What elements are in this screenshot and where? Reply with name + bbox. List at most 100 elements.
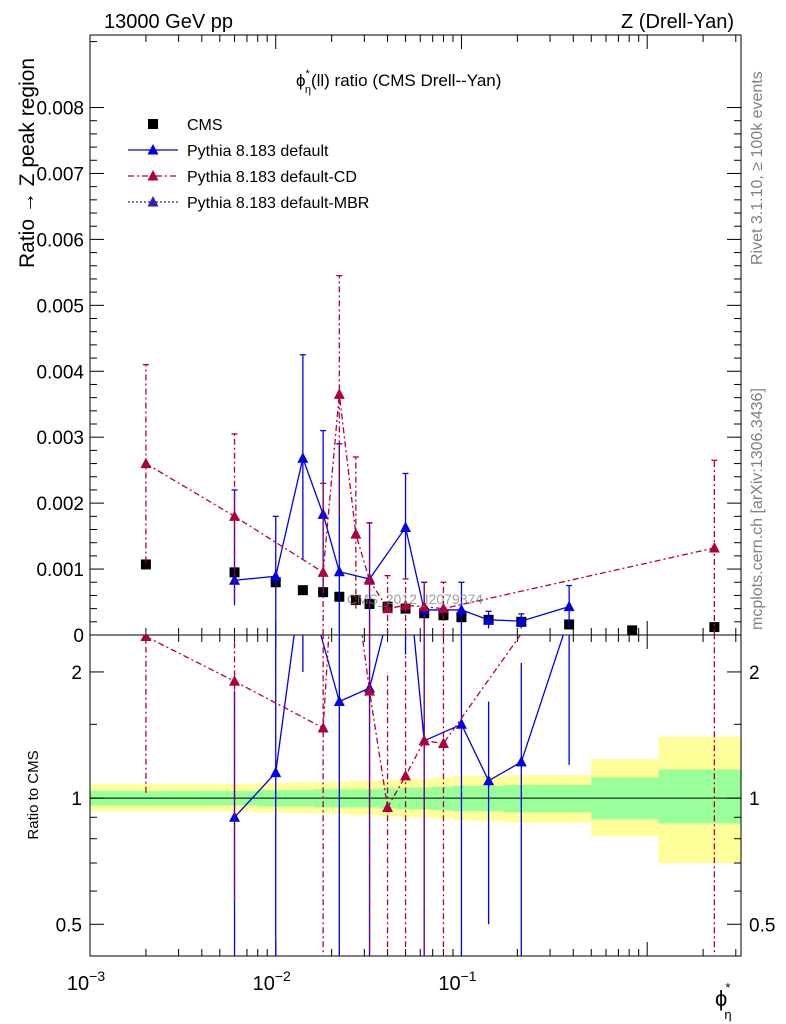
legend-item-cms: CMS: [148, 117, 223, 134]
xtick-label: 10−3: [67, 968, 105, 995]
default-ratio-point: [270, 766, 282, 778]
x-axis-label: ϕ* η: [715, 980, 732, 1022]
cd-point: [418, 600, 430, 612]
ratio-ytick-label: 2: [71, 663, 82, 684]
main-ytick-label: 0.001: [36, 560, 84, 581]
cd-ratio-point: [140, 635, 152, 641]
cd-ratio-point: [418, 734, 430, 746]
legend: CMS Pythia 8.183 default Pythia 8.183 defa…: [128, 117, 369, 212]
default-point: [333, 565, 345, 577]
cd-ratio-point: [317, 721, 329, 733]
default-line: [234, 456, 570, 622]
cms-point: [350, 595, 361, 606]
cd-ratio-point: [229, 675, 241, 686]
main-ytick-label: 0: [73, 626, 84, 647]
title-phi: ϕ: [296, 71, 306, 90]
default-point: [515, 615, 527, 626]
cms-point: [709, 622, 720, 633]
default-point: [297, 452, 309, 463]
cd-ratio-point: [364, 685, 376, 696]
main-ytick-label: 0.003: [36, 428, 84, 449]
default-point: [270, 570, 282, 581]
ratio-ytick-label-right: 0.5: [749, 915, 775, 936]
cd-ratio-point: [382, 801, 394, 812]
ratio-ylabel: Ratio to CMS: [25, 750, 42, 839]
legend-label: Pythia 8.183 default-CD: [187, 169, 357, 186]
cd-point: [364, 574, 376, 585]
cd-ratio-point: [400, 769, 412, 781]
legend-marker: [148, 119, 158, 129]
cd-ratio-point: [437, 737, 449, 748]
main-ytick-label: 0.006: [36, 230, 84, 251]
cd-point: [317, 566, 329, 577]
main-ytick-label: 0.008: [36, 99, 84, 120]
default-ratio-point: [333, 695, 345, 707]
legend-item-mbr: Pythia 8.183 default-MBR: [128, 195, 369, 212]
cd-point: [400, 599, 412, 610]
title-sup: *: [306, 68, 311, 80]
analysis-watermark: CMS_2012_I2079374: [347, 591, 483, 607]
main-ylabel: Ratio → Z peak region: [16, 58, 39, 268]
cms-point: [297, 585, 308, 596]
cd-point: [350, 528, 362, 539]
xtick-label: 10−1: [438, 968, 476, 995]
ratio-ytick-label-right: 1: [749, 789, 760, 810]
legend-marker: [147, 170, 159, 181]
band-inner: [535, 784, 592, 813]
legend-marker: [147, 196, 159, 207]
main-ytick-label: 0.005: [36, 296, 84, 317]
title-suffix: (ll) ratio (CMS Drell--Yan): [311, 71, 501, 90]
header-right: Z (Drell-Yan): [621, 11, 734, 33]
band-inner: [658, 769, 741, 824]
main-panel: 0 0.001 0.002 0.003 0.004 0.005 0.006 0.007 0.00…: [36, 34, 742, 647]
xlabel-phi: ϕ: [715, 986, 727, 1011]
default-point: [455, 603, 467, 615]
cd-point: [708, 541, 720, 553]
ratio-ytick-label: 0.5: [56, 915, 82, 936]
cd-point: [140, 457, 152, 469]
default-ratio-point: [483, 774, 495, 786]
default-ratio-point: [297, 564, 308, 575]
rivet-label: Rivet 3.1.10, ≥ 100k events: [749, 71, 766, 265]
xlabel-sup: *: [725, 980, 730, 995]
cd-point: [333, 388, 345, 399]
ratio-frame: [89, 634, 742, 957]
xtick-label: 10−2: [253, 968, 291, 995]
header-left: 13000 GeV pp: [104, 11, 233, 33]
main-ytick-label: 0.007: [36, 164, 84, 185]
ratio-series-cd: [140, 356, 720, 956]
ratio-panel: 0.5 0.5 1 1 2 2 10−3 10−2 10−1: [56, 634, 775, 995]
cd-ratio-point: [709, 356, 720, 367]
main-ytick-label: 0.004: [36, 362, 84, 383]
cms-point: [140, 559, 151, 570]
main-ytick-label: 0.002: [36, 494, 84, 515]
default-ratio-point: [515, 755, 527, 767]
legend-item-default: Pythia 8.183 default: [128, 143, 329, 160]
main-data-layer: [140, 275, 720, 635]
mcplots-label: mcplots.cern.ch [arXiv:1306.3436]: [749, 388, 766, 630]
default-ratio-point: [455, 718, 467, 729]
legend-marker: [147, 144, 159, 155]
cd-point: [382, 602, 394, 614]
legend-label: Pythia 8.183 default: [187, 143, 329, 160]
cd-point: [229, 510, 241, 521]
legend-label: CMS: [187, 117, 223, 134]
ratio-ytick-label: 1: [71, 789, 82, 810]
band-inner: [504, 784, 536, 813]
legend-label: Pythia 8.183 default-MBR: [187, 195, 369, 212]
title-sub: η: [305, 84, 311, 96]
ratio-ytick-label-right: 2: [749, 663, 760, 684]
default-ratio-line: [234, 635, 564, 818]
cms-point: [627, 625, 638, 635]
main-title: ϕ* η(ll) ratio (CMS Drell--Yan): [296, 68, 501, 96]
xlabel-sub: η: [724, 1007, 731, 1022]
default-point: [483, 613, 495, 625]
series-cd: [140, 275, 720, 635]
cd-ratio-line: [145, 635, 522, 810]
default-point: [563, 600, 575, 612]
default-ratio-point: [229, 811, 241, 822]
ratio-data-layer: [140, 356, 720, 956]
cd-point: [437, 602, 449, 614]
default-point: [400, 521, 412, 533]
